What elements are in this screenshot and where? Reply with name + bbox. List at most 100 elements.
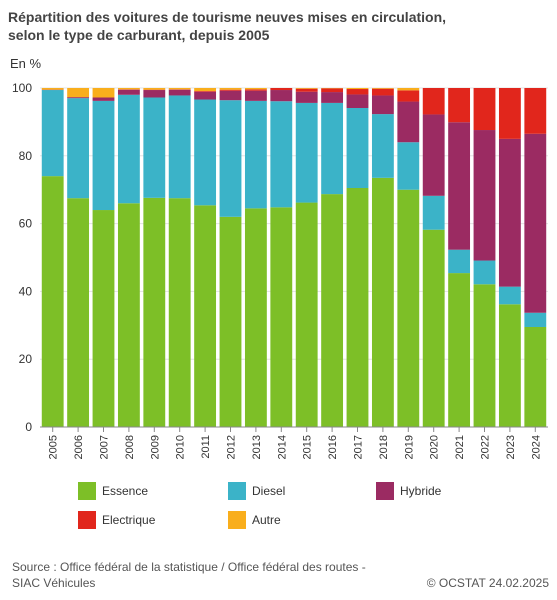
x-tick-label: 2020 xyxy=(429,435,441,459)
bar-segment-diesel-2023 xyxy=(498,286,521,305)
bar-segment-hybride-2007 xyxy=(92,97,115,101)
bar-segment-essence-2006 xyxy=(67,198,90,427)
x-tick-label: 2023 xyxy=(505,435,517,459)
bar-segment-electrique-2016 xyxy=(321,88,344,93)
y-tick-label: 20 xyxy=(19,352,33,366)
bar-segment-diesel-2012 xyxy=(219,100,242,217)
bar-segment-essence-2019 xyxy=(397,189,420,427)
legend-item-diesel[interactable]: Diesel xyxy=(228,482,285,500)
bar-segment-electrique-2017 xyxy=(346,89,369,95)
legend-item-hybride[interactable]: Hybride xyxy=(376,482,441,500)
legend-label: Hybride xyxy=(400,484,442,498)
bar-segment-diesel-2019 xyxy=(397,142,420,190)
grid-lines xyxy=(40,87,548,428)
chart-title: Répartition des voitures de tourisme neu… xyxy=(8,8,548,44)
bar-segment-hybride-2013 xyxy=(244,90,267,101)
bar-segment-autre-2013 xyxy=(244,88,267,90)
y-tick-label: 60 xyxy=(19,217,33,231)
bar-segment-essence-2017 xyxy=(346,188,369,427)
y-tick-label: 80 xyxy=(19,149,33,163)
bar-segment-essence-2009 xyxy=(143,197,166,427)
bar-segment-autre-2015 xyxy=(295,88,318,89)
bar-segment-diesel-2014 xyxy=(270,101,293,208)
bar-segment-hybride-2017 xyxy=(346,94,369,109)
bar-segment-autre-2005 xyxy=(41,88,64,90)
bar-segment-diesel-2007 xyxy=(92,100,115,211)
bar-segment-electrique-2018 xyxy=(371,88,394,96)
bar-segment-hybride-2014 xyxy=(270,90,293,102)
bar-segment-essence-2023 xyxy=(498,304,521,427)
y-axis-unit-label: En % xyxy=(10,56,42,71)
x-tick-label: 2017 xyxy=(353,435,365,459)
x-tick-label: 2012 xyxy=(226,435,238,459)
legend-item-electrique[interactable]: Electrique xyxy=(78,511,155,529)
bar-segment-electrique-2011 xyxy=(194,91,217,92)
source-line-1: Source : Office fédéral de la statistiqu… xyxy=(12,560,366,574)
bar-segment-essence-2007 xyxy=(92,210,115,427)
bar-segment-essence-2008 xyxy=(117,203,140,427)
bar-segment-hybride-2015 xyxy=(295,91,318,103)
source-line-2: SIAC Véhicules xyxy=(12,576,96,590)
bar-segment-electrique-2022 xyxy=(473,88,496,131)
bar-segment-diesel-2013 xyxy=(244,100,267,209)
legend-label: Autre xyxy=(252,513,281,527)
y-tick-label: 0 xyxy=(25,420,32,434)
bar-segment-diesel-2016 xyxy=(321,102,344,195)
legend-label: Electrique xyxy=(102,513,156,527)
x-tick-label: 2016 xyxy=(327,435,339,459)
x-tick-label: 2018 xyxy=(378,435,390,459)
bar-segment-hybride-2018 xyxy=(371,95,394,115)
legend-swatch xyxy=(78,482,96,500)
legend-label: Essence xyxy=(102,484,149,498)
legend-item-autre[interactable]: Autre xyxy=(228,511,281,529)
bar-segment-diesel-2008 xyxy=(117,94,140,204)
bar-segment-essence-2015 xyxy=(295,202,318,427)
y-tick-label: 40 xyxy=(19,284,33,298)
bar-segment-diesel-2017 xyxy=(346,108,369,189)
bar-segment-diesel-2018 xyxy=(371,114,394,178)
bar-segment-essence-2011 xyxy=(194,205,217,427)
bar-segment-hybride-2011 xyxy=(194,91,217,100)
bar-segment-autre-2017 xyxy=(346,88,369,90)
bar-segment-electrique-2019 xyxy=(397,90,420,102)
stacked-bar-chart: 0 20 40 60 80 100 2005 2006 2007 2008 2009 2010 2011… xyxy=(12,81,548,459)
bar-segment-electrique-2023 xyxy=(498,88,521,139)
bar-segment-hybride-2012 xyxy=(219,90,242,101)
legend-swatch xyxy=(376,482,394,500)
bar-segment-hybride-2022 xyxy=(473,130,496,261)
x-tick-label: 2013 xyxy=(251,435,263,459)
bar-segment-hybride-2006 xyxy=(67,97,90,99)
x-tick-label: 2024 xyxy=(530,435,542,459)
bar-segment-electrique-2012 xyxy=(219,89,242,91)
bar-segment-electrique-2014 xyxy=(270,88,293,91)
bar-segment-diesel-2015 xyxy=(295,102,318,203)
bar-segment-electrique-2021 xyxy=(448,88,471,123)
x-tick-label: 2006 xyxy=(73,435,85,459)
bar-segment-diesel-2005 xyxy=(41,90,64,177)
bar-segment-essence-2024 xyxy=(524,326,547,427)
bar-segment-hybride-2024 xyxy=(524,133,547,313)
bar-segment-essence-2018 xyxy=(371,177,394,427)
bar-segment-electrique-2024 xyxy=(524,88,547,134)
bar-segment-electrique-2020 xyxy=(422,88,445,115)
bar-segment-diesel-2009 xyxy=(143,97,166,198)
bar-segment-essence-2005 xyxy=(41,176,64,427)
source-note: Source : Office fédéral de la statistiqu… xyxy=(12,559,412,591)
bar-segment-diesel-2022 xyxy=(473,260,496,285)
bar-segment-autre-2010 xyxy=(168,88,191,90)
bar-segment-electrique-2015 xyxy=(295,88,318,92)
bar-segment-hybride-2019 xyxy=(397,101,420,143)
bar-segment-essence-2020 xyxy=(422,229,445,427)
x-tick-label: 2019 xyxy=(403,435,415,459)
bar-segment-autre-2007 xyxy=(92,88,115,98)
bar-segment-essence-2010 xyxy=(168,198,191,427)
bar-segment-electrique-2013 xyxy=(244,89,267,91)
chart-title-line-2: selon le type de carburant, depuis 2005 xyxy=(8,27,270,43)
x-tick-label: 2021 xyxy=(454,435,466,459)
legend-item-essence[interactable]: Essence xyxy=(78,482,148,500)
copyright-credit: © OCSTAT 24.02.2025 xyxy=(426,576,549,590)
y-tick-label: 100 xyxy=(12,81,32,95)
legend-swatch xyxy=(228,482,246,500)
x-tick-label: 2009 xyxy=(149,435,161,459)
bar-segment-diesel-2010 xyxy=(168,95,191,199)
